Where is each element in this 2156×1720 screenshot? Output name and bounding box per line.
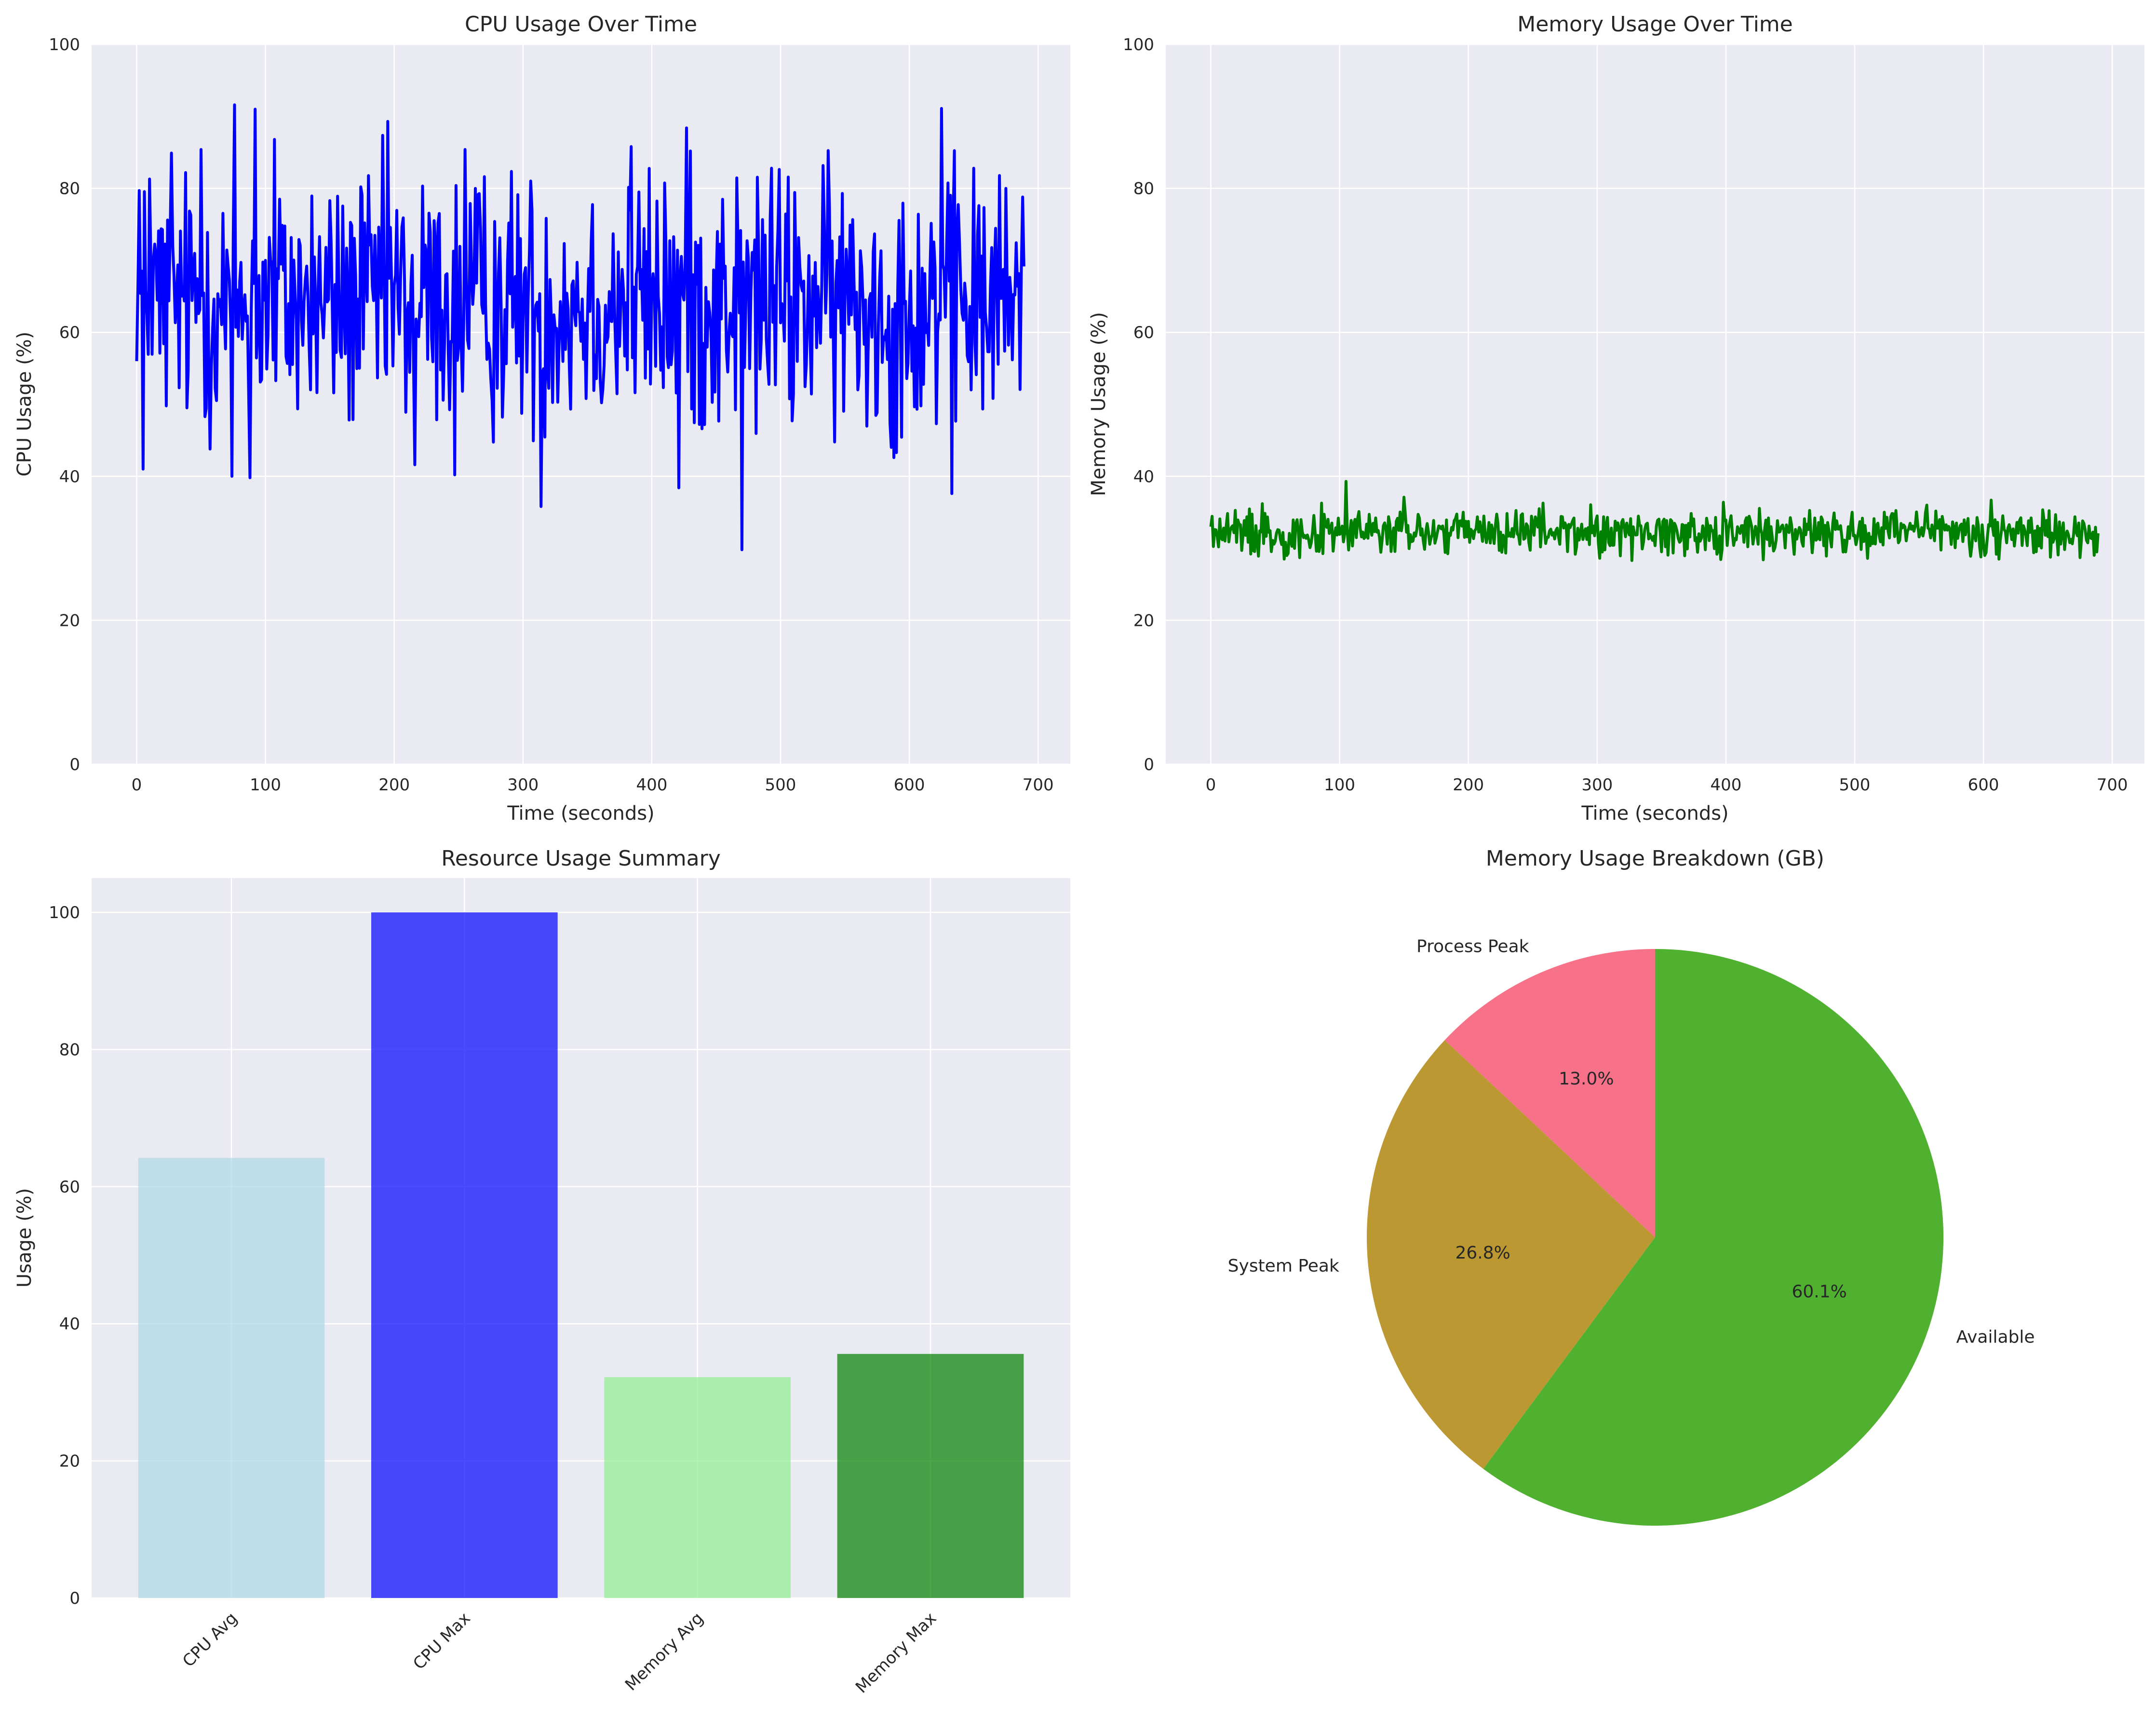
memory-breakdown-chart: 13.0% Process Peak 26.8% System Peak 60.1% Av…: [1228, 846, 2035, 1526]
memory-y-tick-label: 20: [1133, 611, 1154, 630]
memory-line: [1209, 480, 2100, 562]
summary-y-tick-label: 100: [49, 903, 80, 922]
cpu-y-tick-label: 40: [59, 467, 80, 487]
summary-y-tick-label: 40: [59, 1314, 80, 1334]
memory-y-tick-label: 40: [1133, 467, 1154, 487]
breakdown-chart-title: Memory Usage Breakdown (GB): [1486, 846, 1824, 871]
cpu-usage-chart: 0 100 200 300 400 500 600 700 0 20 40 60 80 100 CPU U…: [13, 12, 1070, 825]
memory-plot-area: [1166, 44, 2144, 764]
cpu-x-axis-label: Time (seconds): [507, 802, 654, 825]
summary-y-tick-label: 0: [69, 1589, 80, 1608]
cpu-y-tick-label: 20: [59, 611, 80, 630]
memory-gridlines: [1166, 43, 2144, 765]
memory-y-tick-label: 60: [1133, 323, 1154, 342]
memory-tick-labels: 0 100 200 300 400 500 600 700 0 20 40 60 80 100: [1123, 35, 2128, 795]
summary-chart-title: Resource Usage Summary: [441, 846, 720, 871]
summary-y-tick-label: 20: [59, 1452, 80, 1471]
summary-bar: [837, 1354, 1024, 1598]
summary-bars: [138, 912, 1024, 1598]
cpu-line: [135, 103, 1025, 552]
memory-x-tick-label: 500: [1839, 775, 1871, 795]
cpu-x-tick-label: 700: [1023, 775, 1054, 795]
cpu-x-tick-label: 600: [894, 775, 925, 795]
pie-slice: [1444, 949, 1655, 1237]
summary-bar: [371, 912, 558, 1598]
memory-y-tick-label: 0: [1144, 755, 1154, 774]
pie-percent-label: 13.0%: [1559, 1069, 1614, 1089]
cpu-x-tick-label: 0: [132, 775, 142, 795]
cpu-y-tick-label: 100: [49, 35, 80, 54]
pie-percent-label: 60.1%: [1792, 1282, 1846, 1302]
memory-x-tick-label: 100: [1324, 775, 1355, 795]
summary-y-tick-label: 60: [59, 1178, 80, 1197]
memory-y-tick-label: 80: [1133, 179, 1154, 199]
pie-slice-label: System Peak: [1228, 1256, 1339, 1276]
cpu-plot-area: [92, 44, 1070, 764]
cpu-x-tick-label: 100: [250, 775, 281, 795]
cpu-y-tick-label: 0: [69, 755, 80, 774]
memory-x-tick-label: 200: [1453, 775, 1484, 795]
cpu-y-axis-label: CPU Usage (%): [13, 332, 36, 477]
memory-x-tick-label: 0: [1206, 775, 1216, 795]
cpu-gridlines: [92, 43, 1070, 765]
memory-x-tick-label: 700: [2097, 775, 2128, 795]
memory-y-tick-label: 100: [1123, 35, 1154, 54]
memory-x-tick-label: 600: [1968, 775, 1999, 795]
summary-bar: [138, 1158, 325, 1598]
memory-y-axis-label: Memory Usage (%): [1088, 312, 1110, 496]
summary-bar: [604, 1377, 791, 1598]
memory-x-axis-label: Time (seconds): [1581, 802, 1728, 825]
pie-slices: 13.0% Process Peak 26.8% System Peak 60.1% Av…: [1228, 936, 2035, 1526]
pie-slice: [1367, 1040, 1655, 1469]
cpu-line-series: [135, 103, 1025, 552]
cpu-chart-title: CPU Usage Over Time: [465, 12, 697, 37]
memory-chart-title: Memory Usage Over Time: [1517, 12, 1793, 37]
memory-x-tick-label: 300: [1581, 775, 1613, 795]
memory-line-series: [1209, 480, 2100, 562]
summary-y-tick-label: 80: [59, 1040, 80, 1059]
pie-slice-label: Available: [1956, 1327, 2035, 1347]
pie-slice: [1483, 948, 1944, 1526]
cpu-y-tick-label: 80: [59, 179, 80, 199]
cpu-x-tick-label: 500: [765, 775, 796, 795]
pie-slice-label: Process Peak: [1416, 936, 1529, 956]
cpu-x-tick-label: 400: [636, 775, 667, 795]
cpu-tick-labels: 0 100 200 300 400 500 600 700 0 20 40 60 80 100: [49, 35, 1054, 795]
cpu-x-tick-label: 300: [507, 775, 539, 795]
memory-usage-chart: 0 100 200 300 400 500 600 700 0 20 40 60 80 100 Memor…: [1088, 12, 2144, 825]
memory-x-tick-label: 400: [1710, 775, 1741, 795]
cpu-y-tick-label: 60: [59, 323, 80, 342]
cpu-x-tick-label: 200: [378, 775, 410, 795]
summary-y-axis-label: Usage (%): [13, 1188, 36, 1288]
pie-percent-label: 26.8%: [1455, 1243, 1510, 1263]
